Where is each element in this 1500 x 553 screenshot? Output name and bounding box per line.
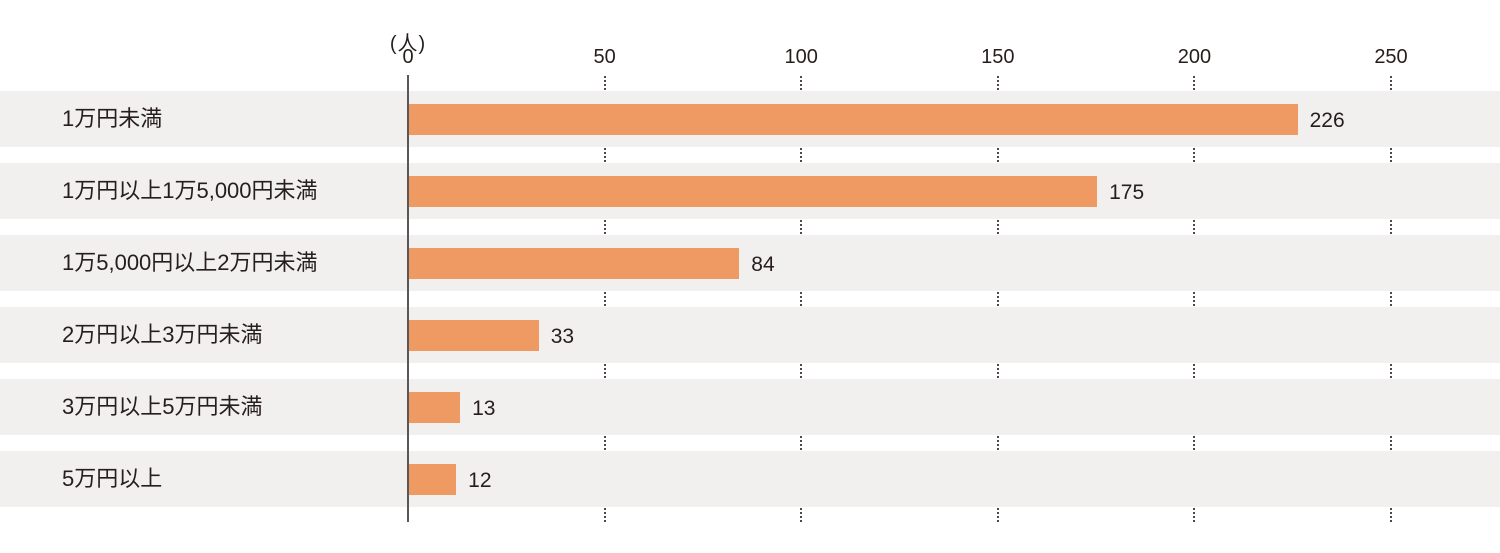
dotted-gridline-segment <box>800 508 803 522</box>
x-axis-tick-label: 200 <box>1177 46 1212 68</box>
dotted-gridline-segment <box>800 364 803 378</box>
x-axis-tick-label: 250 <box>1374 46 1408 68</box>
dotted-gridline-segment <box>603 220 606 234</box>
category-label: 2万円以上3万円未満 <box>62 322 263 347</box>
zero-axis-line <box>407 75 409 522</box>
value-label: 12 <box>468 468 492 492</box>
dotted-gridline-segment <box>603 364 606 378</box>
chart-row <box>0 235 1500 291</box>
value-label: 33 <box>550 324 575 348</box>
dotted-gridline-segment <box>800 292 803 306</box>
value-label: 175 <box>1109 180 1145 204</box>
dotted-gridline-segment <box>1193 436 1196 450</box>
x-axis-tick-label: 150 <box>981 46 1015 68</box>
dotted-gridline-segment <box>603 508 606 522</box>
dotted-gridline-segment <box>1390 364 1392 378</box>
dotted-gridline-segment <box>996 436 999 450</box>
dotted-gridline-segment <box>1390 148 1392 162</box>
dotted-gridline-segment <box>996 364 999 378</box>
value-label: 84 <box>751 252 775 276</box>
category-label: 5万円以上 <box>62 466 163 491</box>
bar <box>409 319 539 351</box>
dotted-gridline-segment <box>603 436 606 450</box>
value-label: 226 <box>1309 108 1345 132</box>
dotted-gridline-segment <box>996 508 999 522</box>
dotted-gridline-segment <box>1390 292 1392 306</box>
x-axis-tick-label: 100 <box>784 46 818 68</box>
dotted-gridline-segment <box>1193 220 1196 234</box>
bar <box>409 247 740 279</box>
chart-row <box>0 379 1500 435</box>
x-axis-tick-label: 0 <box>402 46 414 68</box>
dotted-gridline-segment <box>1193 292 1196 306</box>
dotted-gridline-segment <box>996 220 999 234</box>
dotted-gridline-segment <box>1390 436 1392 450</box>
category-label: 1万円未満 <box>62 106 163 131</box>
dotted-gridline-segment <box>800 436 803 450</box>
dotted-gridline-segment <box>1390 220 1392 234</box>
dotted-gridline-segment <box>996 292 999 306</box>
chart-row <box>0 307 1500 363</box>
x-axis-tick-label: 50 <box>593 46 616 68</box>
bar <box>409 103 1298 135</box>
dotted-gridline-segment <box>800 220 803 234</box>
dotted-gridline-segment <box>800 148 803 162</box>
dotted-gridline-segment <box>603 148 606 162</box>
bar <box>409 391 461 423</box>
dotted-gridline-segment <box>1193 364 1196 378</box>
dotted-gridline-segment <box>603 76 606 90</box>
category-label: 1万5,000円以上2万円未満 <box>62 250 318 275</box>
dotted-gridline-segment <box>800 76 803 90</box>
category-label: 1万円以上1万5,000円未満 <box>62 178 318 203</box>
bar <box>409 175 1098 207</box>
value-label: 13 <box>472 396 496 420</box>
dotted-gridline-segment <box>603 292 606 306</box>
bar <box>409 463 457 495</box>
chart-row <box>0 451 1500 507</box>
dotted-gridline-segment <box>1193 76 1196 90</box>
dotted-gridline-segment <box>1390 508 1392 522</box>
category-label: 3万円以上5万円未満 <box>62 394 263 419</box>
dotted-gridline-segment <box>996 76 999 90</box>
dotted-gridline-segment <box>996 148 999 162</box>
axis-unit-label: (人) <box>389 33 427 55</box>
dotted-gridline-segment <box>1193 508 1196 522</box>
dotted-gridline-segment <box>1193 148 1196 162</box>
dotted-gridline-segment <box>1390 76 1392 90</box>
